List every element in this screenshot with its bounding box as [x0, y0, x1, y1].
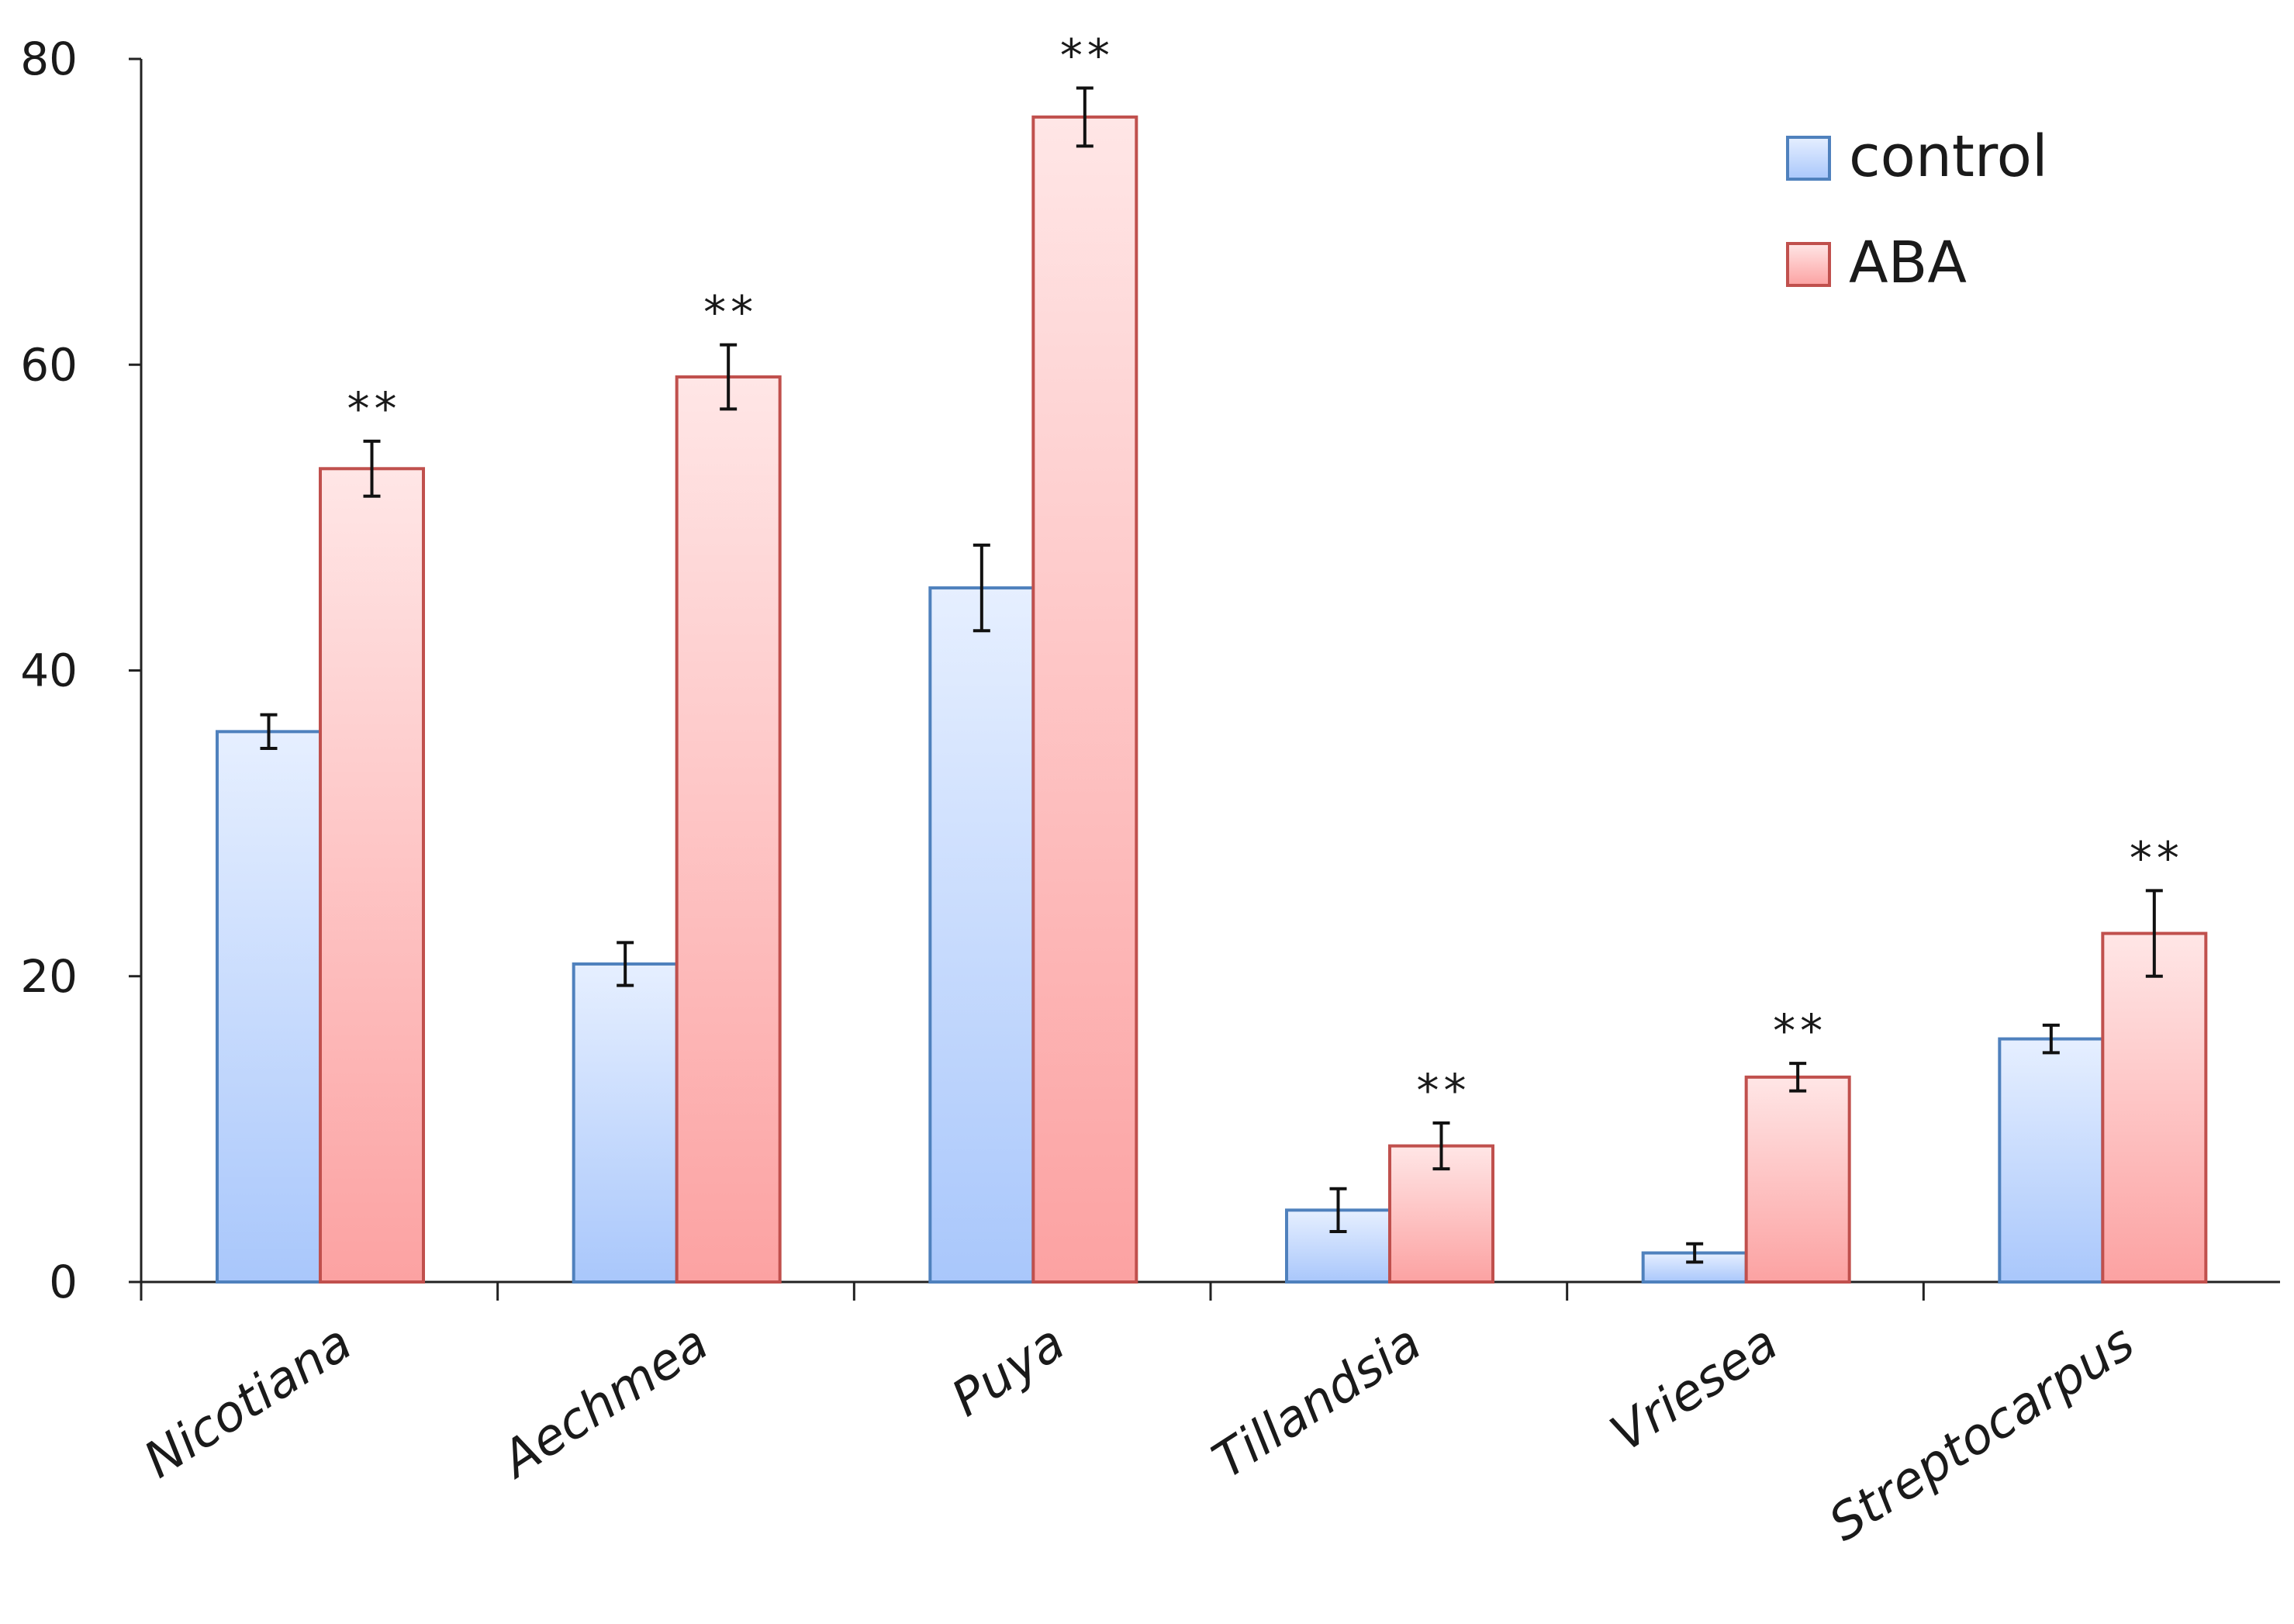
legend-label-control: control	[1849, 123, 2048, 190]
legend-swatch-aba	[1786, 242, 1831, 287]
bar-aba-vriesea	[1744, 1075, 1851, 1284]
error-bars	[260, 86, 2163, 1264]
bar-control-puya	[928, 586, 1035, 1284]
category-label-streptocarpus: Streptocarpus	[1819, 1314, 2144, 1553]
y-tick-label: 60	[20, 338, 78, 391]
legend: control ABA	[1786, 123, 2048, 296]
bar-aba-nicotiana	[319, 467, 425, 1284]
significance-marker: **	[347, 382, 402, 435]
significance-marker: **	[703, 286, 758, 339]
category-label-nicotiana: Nicotiana	[134, 1314, 361, 1489]
bar-aba-puya	[1031, 115, 1138, 1284]
significance-marker: **	[1417, 1064, 1471, 1117]
bar-aba-streptocarpus	[2101, 931, 2208, 1284]
y-tick-label: 80	[20, 33, 78, 85]
bar-series	[216, 115, 2208, 1284]
bar-control-aechmea	[572, 962, 679, 1284]
category-labels: Nicotiana Aechmea Puya Tillandsia Vriesea Str…	[134, 1314, 2144, 1553]
legend-label-aba: ABA	[1849, 230, 1967, 296]
y-axis: 0 20 40 60 80	[20, 33, 143, 1308]
category-label-tillandsia: Tillandsia	[1203, 1314, 1432, 1490]
category-label-aechmea: Aechmea	[489, 1314, 718, 1491]
significance-marker: **	[2130, 831, 2184, 884]
bar-control-streptocarpus	[1998, 1037, 2105, 1284]
bar-control-nicotiana	[216, 730, 322, 1284]
x-axis	[140, 1280, 2280, 1301]
y-tick-label: 20	[20, 950, 78, 1003]
bar-aba-aechmea	[675, 375, 782, 1284]
y-tick-label: 40	[20, 644, 78, 697]
significance-marker: **	[1773, 1004, 1827, 1057]
legend-swatch-control	[1786, 136, 1831, 181]
significance-marker: **	[1060, 29, 1114, 81]
category-label-vriesea: Vriesea	[1601, 1314, 1788, 1463]
significance-markers: ** ** ** ** ** **	[347, 29, 2184, 1117]
y-tick-label: 0	[49, 1256, 78, 1308]
category-label-puya: Puya	[942, 1314, 1075, 1428]
bar-control-vriesea	[1641, 1251, 1748, 1284]
